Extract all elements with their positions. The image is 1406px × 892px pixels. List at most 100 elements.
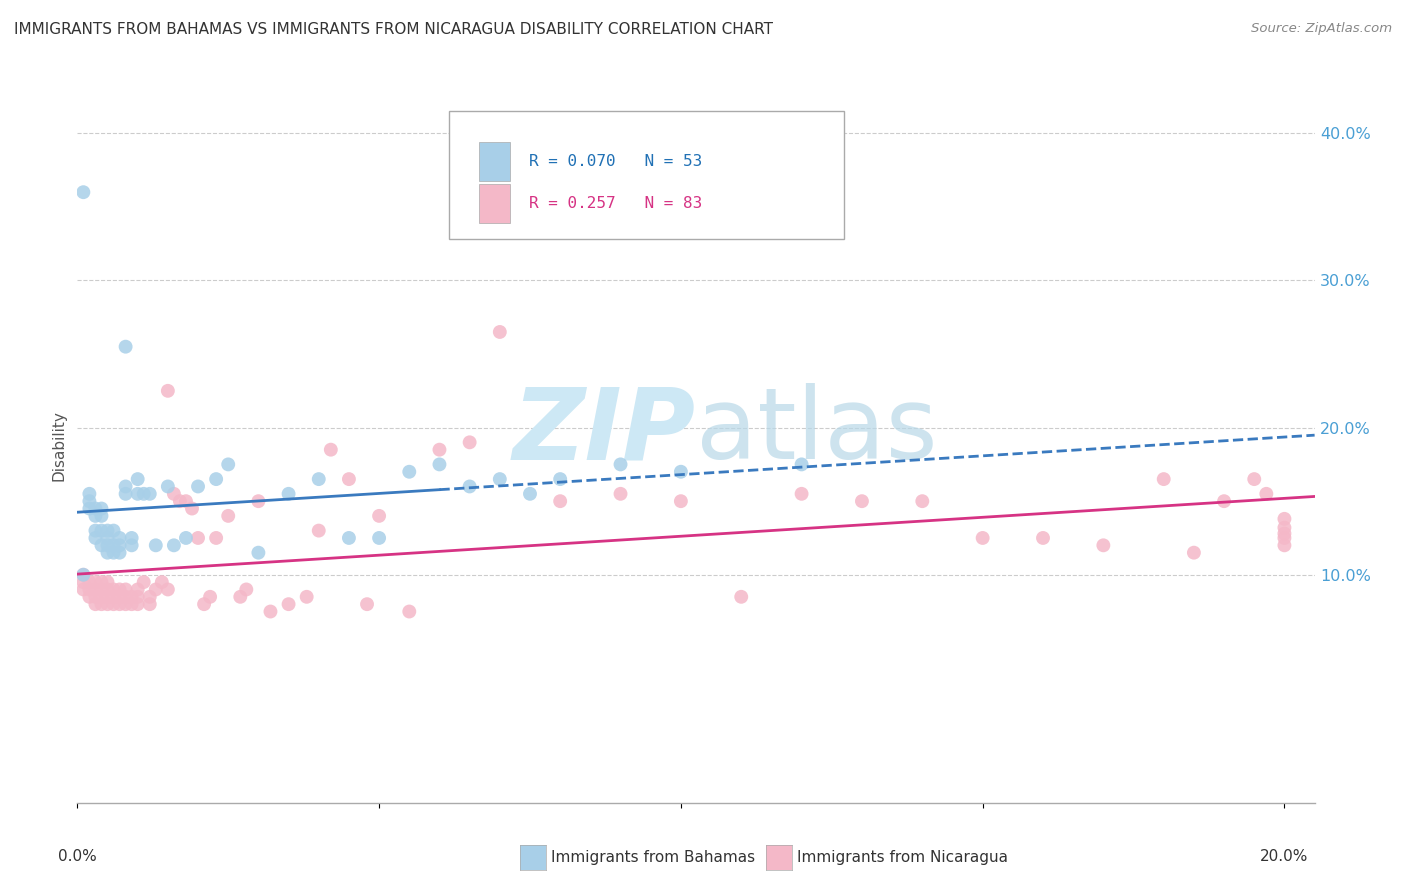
FancyBboxPatch shape	[449, 111, 845, 239]
Point	[90, 575, 112, 590]
Bar	[479, 142, 510, 181]
Point	[1274, 538, 1296, 552]
Text: R = 0.257   N = 83: R = 0.257 N = 83	[529, 196, 702, 211]
Point	[247, 494, 270, 508]
Point	[1274, 512, 1296, 526]
Point	[1213, 494, 1236, 508]
Point	[96, 531, 118, 545]
Point	[108, 590, 131, 604]
Point	[229, 590, 252, 604]
Point	[1243, 472, 1265, 486]
Point	[84, 524, 107, 538]
Text: Source: ZipAtlas.com: Source: ZipAtlas.com	[1251, 22, 1392, 36]
Point	[911, 494, 934, 508]
Point	[156, 582, 179, 597]
Point	[972, 531, 994, 545]
Point	[337, 531, 360, 545]
Point	[84, 597, 107, 611]
Point	[114, 597, 136, 611]
Point	[96, 590, 118, 604]
Point	[548, 472, 571, 486]
Point	[96, 575, 118, 590]
Point	[609, 458, 631, 472]
Point	[114, 479, 136, 493]
Point	[139, 487, 162, 501]
Y-axis label: Disability: Disability	[51, 410, 66, 482]
Point	[277, 597, 299, 611]
Text: 0.0%: 0.0%	[58, 849, 97, 864]
Point	[851, 494, 873, 508]
Text: atlas: atlas	[696, 384, 938, 480]
Point	[193, 597, 215, 611]
Point	[132, 575, 155, 590]
Point	[1256, 487, 1278, 501]
Point	[84, 508, 107, 523]
Text: 20.0%: 20.0%	[1260, 849, 1309, 864]
Point	[79, 590, 101, 604]
Point	[198, 590, 221, 604]
Point	[790, 458, 813, 472]
Point	[72, 575, 94, 590]
Point	[145, 538, 167, 552]
Point	[108, 531, 131, 545]
Bar	[479, 184, 510, 223]
Point	[548, 494, 571, 508]
Point	[121, 590, 143, 604]
Point	[90, 582, 112, 597]
Point	[139, 590, 162, 604]
Point	[96, 582, 118, 597]
Point	[187, 531, 209, 545]
Text: Immigrants from Nicaragua: Immigrants from Nicaragua	[797, 850, 1008, 864]
Point	[84, 575, 107, 590]
Point	[356, 597, 378, 611]
Text: ZIP: ZIP	[513, 384, 696, 480]
Point	[90, 524, 112, 538]
Point	[84, 582, 107, 597]
Point	[90, 501, 112, 516]
Point	[121, 531, 143, 545]
Point	[127, 582, 149, 597]
Point	[337, 472, 360, 486]
Point	[79, 501, 101, 516]
Point	[103, 582, 125, 597]
Point	[277, 487, 299, 501]
Point	[114, 340, 136, 354]
Point	[114, 487, 136, 501]
Point	[103, 590, 125, 604]
Point	[108, 538, 131, 552]
Point	[121, 597, 143, 611]
Point	[121, 538, 143, 552]
Point	[127, 472, 149, 486]
Point	[156, 479, 179, 493]
Point	[730, 590, 752, 604]
Point	[79, 494, 101, 508]
Point	[79, 582, 101, 597]
Point	[205, 531, 228, 545]
Point	[187, 479, 209, 493]
Point	[84, 501, 107, 516]
Point	[181, 501, 204, 516]
Point	[72, 185, 94, 199]
Point	[609, 487, 631, 501]
Point	[127, 597, 149, 611]
Point	[169, 494, 191, 508]
Point	[96, 546, 118, 560]
Point	[96, 524, 118, 538]
Point	[398, 465, 420, 479]
Point	[1153, 472, 1175, 486]
Point	[150, 575, 173, 590]
Text: Immigrants from Bahamas: Immigrants from Bahamas	[551, 850, 755, 864]
Point	[669, 494, 692, 508]
Point	[235, 582, 257, 597]
Point	[132, 487, 155, 501]
Point	[79, 487, 101, 501]
Point	[127, 590, 149, 604]
Point	[84, 531, 107, 545]
Point	[429, 458, 451, 472]
Point	[1092, 538, 1115, 552]
Point	[163, 487, 186, 501]
Point	[90, 590, 112, 604]
Point	[488, 472, 510, 486]
Point	[174, 531, 197, 545]
Point	[90, 538, 112, 552]
